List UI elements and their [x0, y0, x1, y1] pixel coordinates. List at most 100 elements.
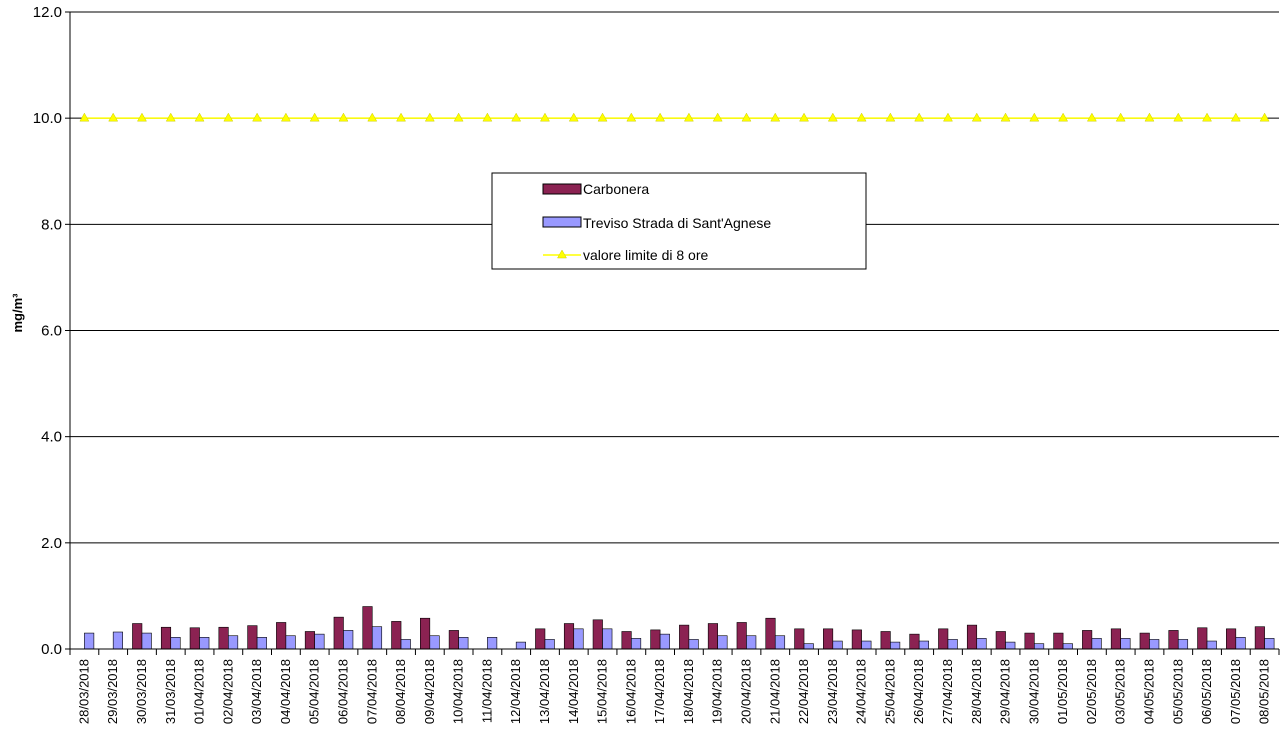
- bar: [420, 617, 431, 650]
- limit-line-series: [79, 112, 1270, 122]
- line-marker: [914, 112, 925, 122]
- bar: [1139, 632, 1150, 650]
- y-tick-label: 8.0: [41, 216, 62, 233]
- bar: [1168, 630, 1179, 650]
- x-tick-label: 06/04/2018: [335, 659, 350, 724]
- line-marker: [943, 112, 953, 122]
- bar: [256, 637, 267, 650]
- bar: [141, 632, 152, 650]
- bar: [880, 631, 891, 650]
- bar: [563, 623, 575, 650]
- bar: [1120, 638, 1131, 650]
- x-tick-label: 29/04/2018: [998, 659, 1013, 724]
- x-tick-label: 31/03/2018: [163, 659, 178, 724]
- x-tick-label: 12/04/2018: [508, 659, 523, 724]
- bar: [794, 628, 805, 650]
- line-marker: [1029, 112, 1040, 122]
- bar: [602, 628, 613, 650]
- bar: [918, 640, 929, 650]
- bar: [851, 629, 862, 650]
- bar: [995, 631, 1006, 650]
- line-marker: [453, 112, 464, 122]
- legend-swatch-treviso: [542, 216, 582, 228]
- line-marker: [165, 112, 176, 122]
- bar: [515, 641, 526, 650]
- bar: [679, 624, 690, 650]
- bar: [112, 631, 123, 650]
- bar: [736, 622, 747, 650]
- bar: [774, 635, 786, 650]
- x-tick-label: 07/04/2018: [364, 659, 379, 724]
- bar: [333, 616, 344, 650]
- line-marker: [280, 112, 291, 122]
- line-marker: [137, 112, 147, 122]
- bar: [688, 639, 699, 650]
- bar: [429, 635, 440, 650]
- bar: [544, 639, 555, 650]
- x-tick-label: 20/04/2018: [738, 659, 753, 724]
- line-marker: [367, 112, 378, 122]
- bar: [1197, 627, 1208, 650]
- bar: [966, 624, 978, 650]
- x-tick-label: 03/05/2018: [1113, 659, 1128, 724]
- line-marker: [626, 112, 637, 122]
- bar: [621, 631, 632, 650]
- x-tick-label: 27/04/2018: [940, 659, 955, 724]
- bar: [717, 635, 728, 650]
- line-marker: [1230, 112, 1241, 122]
- line-marker: [252, 112, 263, 122]
- y-tick-labels: 0.0 2.0 4.0 6.0 8.0 10.0 12.0: [33, 4, 62, 658]
- line-marker: [511, 112, 522, 122]
- bar: [650, 629, 661, 650]
- x-tick-label: 30/04/2018: [1026, 659, 1041, 724]
- bar: [400, 639, 411, 650]
- y-tick-label: 12.0: [33, 4, 62, 21]
- bar: [1024, 632, 1035, 650]
- legend-label-limit: valore limite di 8 ore: [583, 247, 708, 263]
- y-tick-label: 2.0: [41, 535, 62, 552]
- grid-lines: [65, 11, 1279, 650]
- bar: [1235, 637, 1246, 650]
- x-tick-label: 02/05/2018: [1084, 659, 1099, 724]
- legend-label-treviso: Treviso Strada di Sant'Agnese: [583, 215, 771, 231]
- x-tick-label: 07/05/2018: [1228, 659, 1243, 724]
- legend-item-carbonera: Carbonera: [542, 181, 649, 197]
- line-marker: [770, 112, 781, 122]
- line-marker: [424, 112, 435, 122]
- bar: [573, 628, 584, 650]
- line-marker: [683, 112, 694, 122]
- bar: [1110, 628, 1121, 650]
- x-tick-label: 28/03/2018: [76, 659, 91, 724]
- x-tick-label: 06/05/2018: [1199, 659, 1214, 724]
- legend-swatch-carbonera: [542, 183, 582, 195]
- x-tick-label: 08/05/2018: [1257, 659, 1272, 724]
- bar: [247, 625, 258, 650]
- bar: [189, 627, 200, 650]
- bar: [535, 628, 546, 650]
- x-tick-label: 02/04/2018: [220, 659, 235, 724]
- line-marker: [741, 112, 752, 122]
- line-marker: [799, 112, 809, 122]
- line-marker: [1086, 112, 1097, 122]
- x-tick-label: 21/04/2018: [767, 659, 782, 724]
- line-marker: [1259, 112, 1270, 122]
- line-marker: [1115, 112, 1126, 122]
- bar: [448, 630, 459, 650]
- x-tick-label: 10/04/2018: [451, 659, 466, 724]
- legend: Carbonera Treviso Strada di Sant'Agnese …: [491, 172, 867, 270]
- bar: [276, 622, 287, 650]
- bar: [947, 639, 958, 650]
- bar: [1082, 630, 1093, 650]
- x-tick-label: 29/03/2018: [105, 659, 120, 724]
- x-tick-label: 08/04/2018: [393, 659, 408, 724]
- bar: [592, 619, 603, 650]
- bar: [832, 640, 843, 650]
- bar: [304, 631, 315, 650]
- line-marker: [971, 112, 982, 122]
- bar: [314, 633, 325, 650]
- line-marker: [79, 112, 90, 122]
- bar: [1005, 641, 1016, 650]
- bar: [659, 633, 670, 650]
- line-marker: [1144, 112, 1155, 122]
- line-marker: [108, 112, 119, 122]
